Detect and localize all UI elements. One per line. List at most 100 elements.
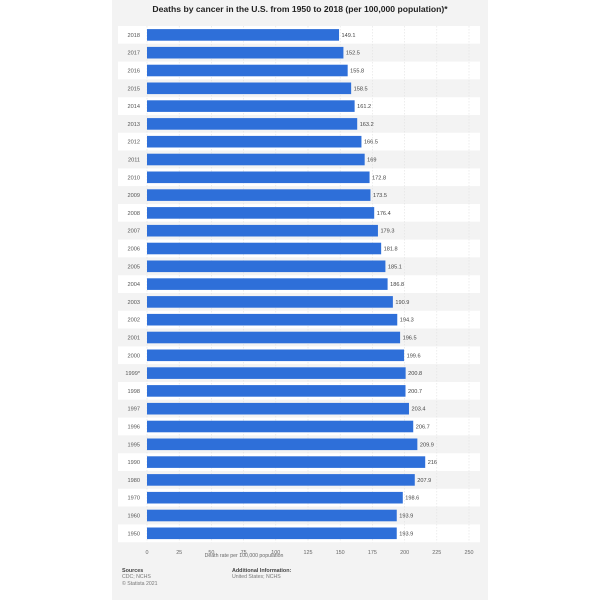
bar[interactable] xyxy=(147,420,414,433)
value-label: 179.3 xyxy=(380,229,394,235)
bar[interactable] xyxy=(147,313,398,326)
chart-title: Deaths by cancer in the U.S. from 1950 t… xyxy=(152,4,448,14)
category-label: 2016 xyxy=(128,69,140,75)
value-label: 169 xyxy=(367,158,376,164)
value-label: 186.8 xyxy=(390,282,404,288)
bar[interactable] xyxy=(147,224,378,237)
bar[interactable] xyxy=(147,367,406,379)
value-label: 161.2 xyxy=(357,104,371,110)
category-label: 1990 xyxy=(128,460,140,466)
category-label: 2001 xyxy=(128,336,140,342)
bar[interactable] xyxy=(147,135,362,148)
x-tick-label: 250 xyxy=(465,550,474,556)
category-label: 2012 xyxy=(128,140,140,146)
x-tick-label: 50 xyxy=(208,550,214,556)
x-tick-label: 25 xyxy=(176,550,182,556)
x-tick-label: 0 xyxy=(146,550,149,556)
bars-layer xyxy=(147,29,426,540)
category-label: 2010 xyxy=(128,175,140,181)
bar[interactable] xyxy=(147,46,344,59)
x-tick-label: 75 xyxy=(241,550,247,556)
value-label: 181.8 xyxy=(384,247,398,253)
bar[interactable] xyxy=(147,207,375,219)
bar[interactable] xyxy=(147,260,386,273)
category-label: 1970 xyxy=(128,496,140,502)
value-label: 155.8 xyxy=(350,69,364,75)
bar[interactable] xyxy=(147,100,355,112)
bar[interactable] xyxy=(147,402,409,415)
value-label: 200.7 xyxy=(408,389,422,395)
bar[interactable] xyxy=(147,331,401,344)
category-label: 2015 xyxy=(128,86,140,92)
category-label: 1997 xyxy=(128,407,140,413)
value-label: 190.9 xyxy=(395,300,409,306)
category-label: 1960 xyxy=(128,514,140,520)
value-label: 176.4 xyxy=(377,211,391,217)
category-label: 1996 xyxy=(128,425,140,431)
value-label: 166.5 xyxy=(364,140,378,146)
bar[interactable] xyxy=(147,118,358,130)
bar[interactable] xyxy=(147,296,393,308)
value-label: 203.4 xyxy=(411,407,425,413)
value-label: 163.2 xyxy=(360,122,374,128)
bar[interactable] xyxy=(147,64,348,77)
category-label: 2007 xyxy=(128,229,140,235)
category-label: 1980 xyxy=(128,478,140,484)
bar[interactable] xyxy=(147,438,418,451)
value-label: 199.6 xyxy=(407,353,421,359)
category-label: 2008 xyxy=(128,211,140,217)
category-label: 1998 xyxy=(128,389,140,395)
value-label: 193.9 xyxy=(399,531,413,537)
copyright-link[interactable]: © Statista 2021 xyxy=(122,580,158,587)
bar[interactable] xyxy=(147,474,415,486)
category-label: 2003 xyxy=(128,300,140,306)
bar[interactable] xyxy=(147,278,388,290)
bar[interactable] xyxy=(147,349,405,362)
category-label: 2011 xyxy=(128,158,140,164)
bar[interactable] xyxy=(147,509,397,522)
bar[interactable] xyxy=(147,456,426,468)
category-label: 2000 xyxy=(128,353,140,359)
category-label: 2017 xyxy=(128,51,140,57)
value-label: 198.6 xyxy=(405,496,419,502)
bar[interactable] xyxy=(147,385,406,397)
bar[interactable] xyxy=(147,29,340,41)
additional-info-block: Additional Information: United States; N… xyxy=(232,568,291,581)
additional-info-line: United States; NCHS xyxy=(232,574,281,581)
bar[interactable] xyxy=(147,153,365,166)
additional-info-title: Additional Information: xyxy=(232,568,292,574)
bar[interactable] xyxy=(147,242,382,255)
bar[interactable] xyxy=(147,82,352,95)
value-label: 149.1 xyxy=(342,33,356,39)
category-label: 2005 xyxy=(128,264,140,270)
bar[interactable] xyxy=(147,491,403,504)
sources-line: CDC; NCHS xyxy=(122,574,151,581)
x-tick-label: 125 xyxy=(304,550,313,556)
value-label: 158.5 xyxy=(354,86,368,92)
sources-title: Sources xyxy=(122,568,144,574)
bar[interactable] xyxy=(147,171,370,184)
sources-block: Sources CDC; NCHS © Statista 2021 xyxy=(122,568,158,587)
category-label: 2004 xyxy=(128,282,140,288)
value-label: 172.8 xyxy=(372,175,386,181)
labels-layer: 0 25 50 75 100 125 150 175 200 225 250 2018 149.1 201… xyxy=(125,33,473,556)
value-label: 196.5 xyxy=(403,336,417,342)
value-label: 206.7 xyxy=(416,425,430,431)
category-label: 2006 xyxy=(128,247,140,253)
value-label: 173.5 xyxy=(373,193,387,199)
category-label: 1950 xyxy=(128,531,140,537)
bar[interactable] xyxy=(147,527,397,540)
value-label: 194.3 xyxy=(400,318,414,324)
category-label: 2013 xyxy=(128,122,140,128)
category-label: 1999* xyxy=(125,371,140,377)
value-label: 185.1 xyxy=(388,264,402,270)
x-tick-label: 100 xyxy=(271,550,280,556)
x-axis-label: Death rate per 100,000 population xyxy=(205,553,284,559)
category-label: 1995 xyxy=(128,442,140,448)
x-tick-label: 200 xyxy=(400,550,409,556)
bar[interactable] xyxy=(147,189,371,201)
value-label: 207.9 xyxy=(417,478,431,484)
category-label: 2018 xyxy=(128,33,140,39)
value-label: 200.8 xyxy=(408,371,422,377)
